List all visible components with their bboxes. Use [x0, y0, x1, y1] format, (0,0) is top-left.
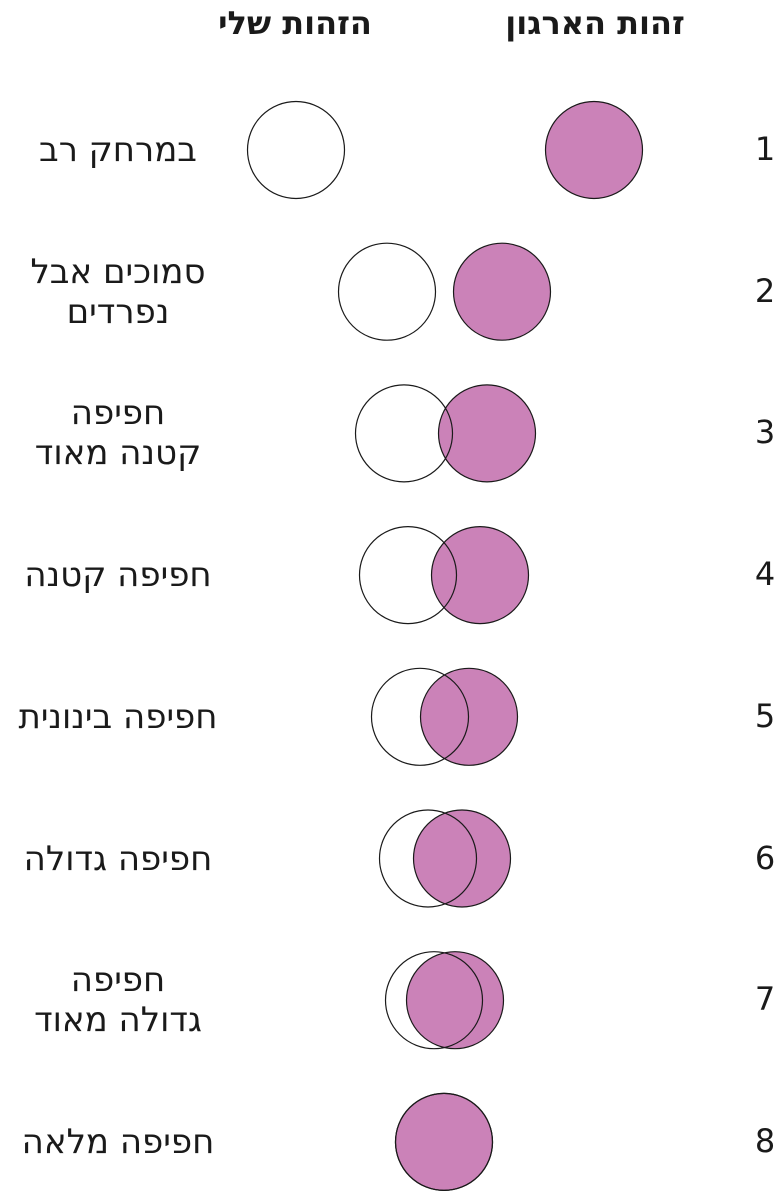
row-label: גדולה מאוד	[34, 1000, 202, 1041]
org-identity-circle	[405, 951, 505, 1050]
row-label: חפיפה בינונית	[18, 696, 218, 737]
row-number: 7	[754, 980, 776, 1019]
my-identity-fill	[247, 101, 345, 199]
row-label: חפיפה מלאה	[21, 1121, 215, 1162]
org-identity-circle	[452, 242, 552, 341]
org-identity-header: זהות הארגון	[505, 4, 685, 42]
row-number: 3	[754, 413, 776, 452]
my-identity-circle	[384, 951, 484, 1050]
my-identity-circle	[358, 525, 458, 625]
row-label: קטנה מאוד	[34, 433, 202, 474]
my-identity-circle	[378, 809, 478, 908]
row-label: נפרדים	[66, 291, 170, 332]
row-label: חפיפה גדולה	[23, 838, 213, 879]
row-number: 5	[754, 696, 776, 735]
my-identity-circle	[337, 242, 437, 341]
row-number: 4	[754, 555, 776, 594]
row-label: חפיפה	[70, 393, 166, 434]
org-identity-circle	[437, 384, 537, 483]
my-identity-circle	[370, 667, 470, 766]
my-identity-fill	[338, 243, 436, 341]
row-number: 1	[754, 130, 776, 168]
my-identity-fill	[359, 526, 457, 624]
row-label: חפיפה	[70, 960, 166, 1001]
row-label: חפיפה קטנה	[24, 555, 212, 596]
row-number: 2	[754, 271, 776, 310]
row-label: סמוכים אבל	[30, 251, 206, 292]
org-identity-circle	[412, 809, 512, 908]
my-identity-header: הזהות שלי	[218, 4, 372, 42]
row-label: במרחק רב	[39, 130, 197, 170]
my-identity-circle	[394, 1092, 494, 1192]
row-number: 6	[754, 838, 776, 877]
org-identity-circle	[544, 100, 644, 200]
my-identity-fill	[355, 384, 453, 482]
my-identity-circle	[354, 384, 454, 483]
my-identity-circle	[246, 100, 346, 200]
row-number: 8	[754, 1121, 776, 1160]
org-identity-circle	[430, 525, 530, 625]
